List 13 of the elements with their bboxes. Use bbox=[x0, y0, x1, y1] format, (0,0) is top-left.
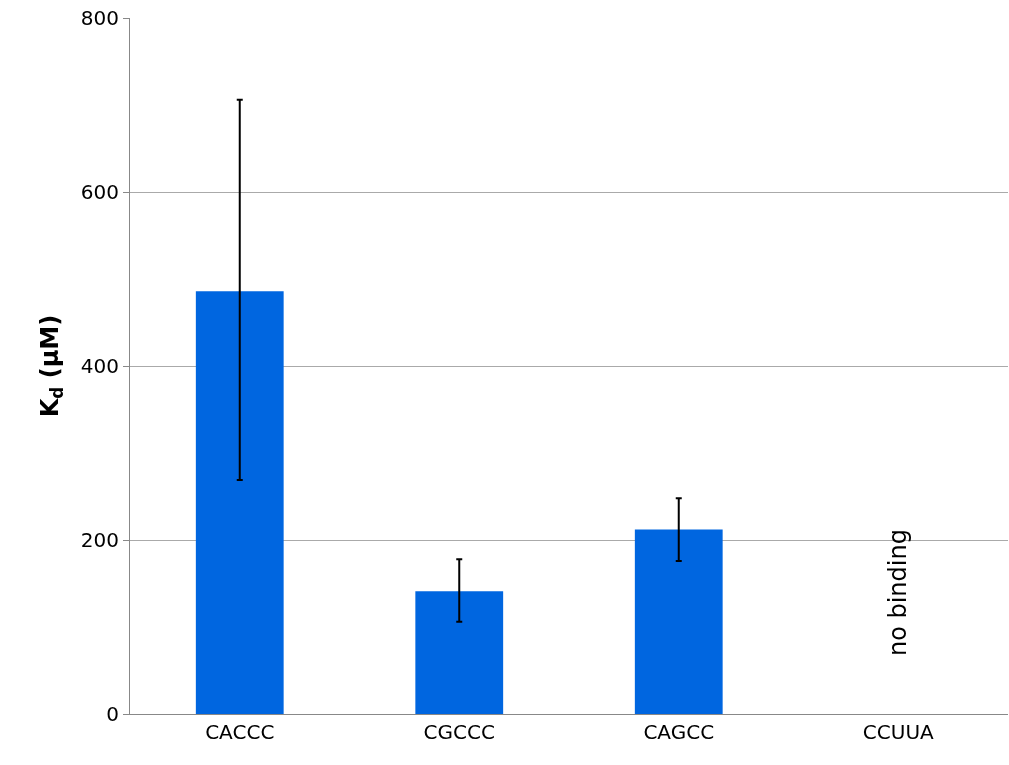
y-tick-label: 0 bbox=[106, 702, 119, 726]
bar bbox=[415, 591, 504, 714]
y-tick-label: 200 bbox=[80, 528, 119, 552]
x-tick-label: CAGCC bbox=[643, 720, 715, 744]
y-tick-label: 600 bbox=[80, 180, 119, 204]
annotation: no binding bbox=[884, 529, 913, 657]
x-tick-label: CCUUA bbox=[862, 720, 935, 744]
x-tick-label: CACCC bbox=[205, 720, 275, 744]
bar bbox=[195, 291, 284, 714]
y-tick-label: 800 bbox=[80, 6, 119, 30]
y-tick-label: 400 bbox=[80, 354, 119, 378]
x-tick-label: CGCCC bbox=[423, 720, 495, 744]
bar bbox=[634, 529, 723, 714]
